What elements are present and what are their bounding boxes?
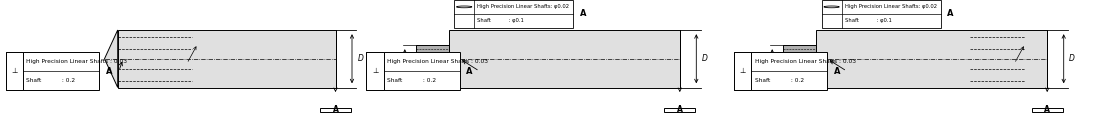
- Text: Shaft           : φ0.1: Shaft : φ0.1: [845, 18, 892, 23]
- Bar: [822, 0, 940, 28]
- Bar: [454, 0, 573, 28]
- Text: ⊥: ⊥: [11, 68, 18, 74]
- Bar: [416, 45, 449, 80]
- Bar: [734, 52, 827, 90]
- Text: High Precision Linear Shafts: φ0.02: High Precision Linear Shafts: φ0.02: [845, 4, 937, 9]
- Text: D: D: [702, 54, 707, 63]
- Text: High Precision Linear Shafts: φ0.02: High Precision Linear Shafts: φ0.02: [477, 4, 570, 9]
- Bar: [783, 45, 816, 80]
- Text: A: A: [466, 67, 473, 76]
- Bar: [1032, 108, 1063, 112]
- Text: Shaft           : 0.2: Shaft : 0.2: [755, 78, 804, 83]
- Text: A: A: [676, 106, 683, 114]
- Bar: [6, 52, 99, 90]
- Text: D: D: [1069, 54, 1075, 63]
- Bar: [320, 108, 351, 112]
- Text: A: A: [332, 106, 339, 114]
- Text: D: D: [358, 54, 363, 63]
- Bar: [366, 52, 460, 90]
- Text: A: A: [834, 67, 840, 76]
- Text: A: A: [580, 9, 586, 18]
- Text: P: P: [760, 62, 764, 71]
- Bar: [366, 52, 384, 90]
- Bar: [664, 108, 695, 112]
- Text: High Precision Linear Shafts : 0.03: High Precision Linear Shafts : 0.03: [387, 59, 488, 64]
- Text: A: A: [1044, 106, 1050, 114]
- Text: A: A: [106, 67, 112, 76]
- Text: Shaft           : 0.2: Shaft : 0.2: [26, 78, 76, 83]
- Bar: [6, 52, 23, 90]
- Bar: [449, 30, 680, 88]
- Text: High Precision Linear Shafts : 0.03: High Precision Linear Shafts : 0.03: [26, 59, 128, 64]
- Text: Shaft           : 0.2: Shaft : 0.2: [387, 78, 437, 83]
- Text: Shaft           : φ0.1: Shaft : φ0.1: [477, 18, 525, 23]
- Bar: [734, 52, 751, 90]
- Text: A: A: [947, 9, 954, 18]
- Text: ⊥: ⊥: [372, 68, 378, 74]
- Bar: [816, 30, 1047, 88]
- Polygon shape: [104, 30, 118, 88]
- Text: P: P: [393, 62, 397, 71]
- Text: ⊥: ⊥: [739, 68, 746, 74]
- Bar: [118, 30, 336, 88]
- Text: High Precision Linear Shafts : 0.03: High Precision Linear Shafts : 0.03: [755, 59, 856, 64]
